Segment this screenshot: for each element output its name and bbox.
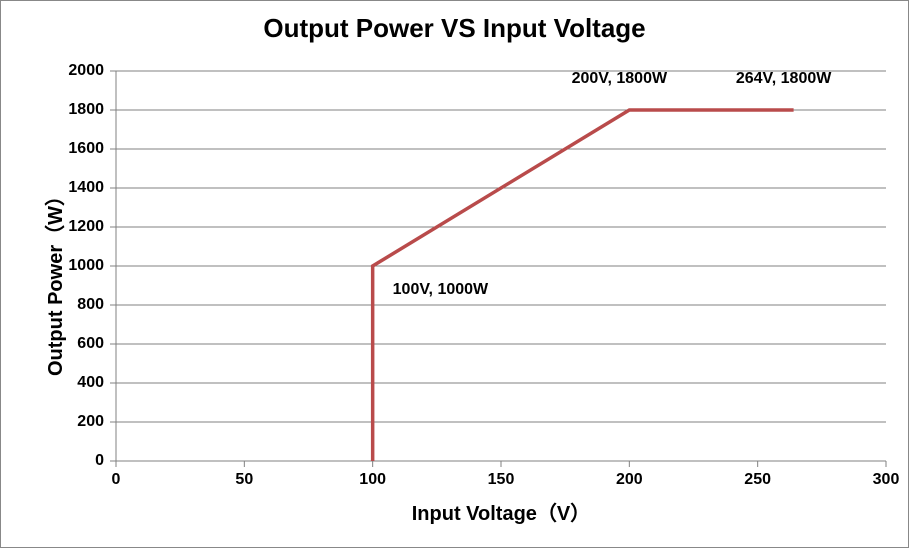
y-tick-label: 1000 [68, 257, 104, 275]
y-tick-label: 600 [77, 335, 104, 353]
y-tick-label: 200 [77, 413, 104, 431]
y-tick-label: 0 [95, 452, 104, 470]
x-tick-label: 300 [873, 471, 900, 489]
y-tick-label: 1800 [68, 101, 104, 119]
y-tick-label: 1200 [68, 218, 104, 236]
y-tick-label: 1600 [68, 140, 104, 158]
plot-area [116, 71, 886, 469]
point-annotation: 264V, 1800W [736, 70, 831, 88]
x-axis-label: Input Voltage（V） [116, 497, 886, 526]
x-tick-label: 0 [112, 471, 121, 489]
x-tick-label: 150 [488, 471, 515, 489]
chart-title: Output Power VS Input Voltage [1, 13, 908, 44]
y-tick-label: 1400 [68, 179, 104, 197]
x-tick-label: 250 [744, 471, 771, 489]
x-tick-label: 200 [616, 471, 643, 489]
y-tick-label: 400 [77, 374, 104, 392]
y-axis-label: Output Power（W） [39, 186, 68, 376]
x-tick-label: 50 [235, 471, 253, 489]
y-tick-label: 2000 [68, 62, 104, 80]
chart-frame: Output Power VS Input Voltage Output Pow… [0, 0, 909, 548]
point-annotation: 200V, 1800W [572, 70, 667, 88]
y-tick-label: 800 [77, 296, 104, 314]
point-annotation: 100V, 1000W [393, 281, 488, 299]
x-tick-label: 100 [359, 471, 386, 489]
